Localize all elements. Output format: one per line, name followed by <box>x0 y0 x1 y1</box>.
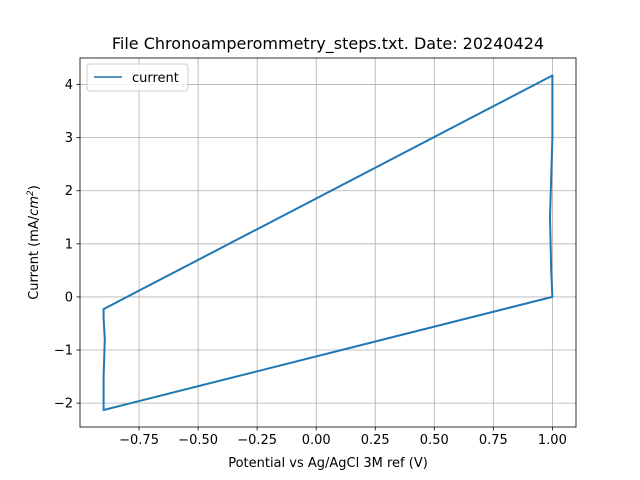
y-axis-title-prefix: Current (mA/ <box>27 215 42 300</box>
x-tick-label: 0.25 <box>361 433 390 448</box>
legend-label-current: current <box>132 71 179 86</box>
y-tick-label: 3 <box>65 131 73 146</box>
axis-ticks: −0.75 −0.50 −0.25 0.00 0.25 0.50 0.75 1.00 −2 −1 0… <box>54 78 567 448</box>
legend-box <box>86 63 189 92</box>
y-tick-label: 4 <box>65 78 73 93</box>
y-tick-label: −2 <box>54 397 73 412</box>
x-tick-label: 0.75 <box>479 433 508 448</box>
series-line-current <box>102 74 554 411</box>
grid <box>80 58 576 427</box>
x-tick-label: 0.00 <box>302 433 331 448</box>
y-tick-label: 1 <box>65 237 73 252</box>
plot-frame <box>79 57 577 428</box>
y-tick-label: 2 <box>65 184 73 199</box>
y-axis-title-suffix: ) <box>27 185 42 190</box>
x-tick-label: 0.50 <box>420 433 449 448</box>
y-tick-label: 0 <box>65 290 73 305</box>
x-axis-title: Potential vs Ag/AgCl 3M ref (V) <box>228 456 428 471</box>
chart-title: File Chronoamperommetry_steps.txt. Date:… <box>112 34 544 54</box>
y-axis-title-exp: 2 <box>26 190 36 196</box>
y-tick-label: −1 <box>54 344 73 359</box>
x-tick-label: −0.50 <box>178 433 218 448</box>
y-axis-title: Current (mA/cm2) <box>26 185 42 300</box>
legend: current <box>86 63 189 92</box>
x-tick-label: −0.25 <box>237 433 277 448</box>
y-axis-title-unit: cm <box>27 196 42 216</box>
series-layer <box>102 74 554 411</box>
x-tick-label: −0.75 <box>119 433 159 448</box>
x-tick-label: 1.00 <box>538 433 567 448</box>
